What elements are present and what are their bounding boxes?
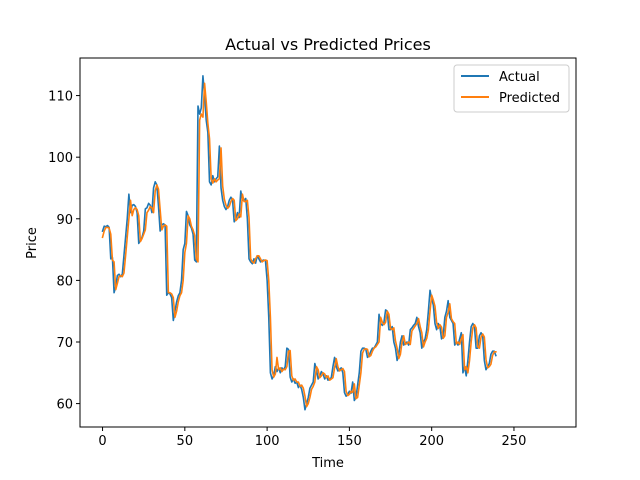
y-tick-label: 100 — [48, 151, 73, 166]
y-tick-label: 60 — [56, 398, 73, 413]
x-tick-label: 50 — [177, 434, 194, 449]
series-layer — [101, 75, 497, 411]
y-tick-label: 90 — [56, 213, 73, 228]
legend-label-predicted: Predicted — [499, 91, 560, 106]
plot-frame — [79, 57, 577, 428]
legend: Actual Predicted — [453, 64, 570, 113]
legend-label-actual: Actual — [499, 70, 540, 85]
x-axis-ticks: 0 50 100 150 200 250 — [98, 427, 526, 449]
x-tick-label: 250 — [502, 434, 527, 449]
series-line-predicted — [101, 82, 497, 408]
x-tick-label: 200 — [419, 434, 444, 449]
x-tick-label: 150 — [337, 434, 362, 449]
y-axis-label: Price — [25, 227, 40, 259]
y-tick-label: 110 — [48, 90, 73, 105]
x-tick-label: 0 — [98, 434, 106, 449]
chart-title: Actual vs Predicted Prices — [225, 35, 431, 54]
x-tick-label: 100 — [255, 434, 280, 449]
y-tick-label: 70 — [56, 336, 73, 351]
x-axis-label: Time — [311, 456, 344, 471]
y-tick-label: 80 — [56, 274, 73, 289]
y-axis-ticks: 60 70 80 90 100 110 — [48, 90, 80, 413]
